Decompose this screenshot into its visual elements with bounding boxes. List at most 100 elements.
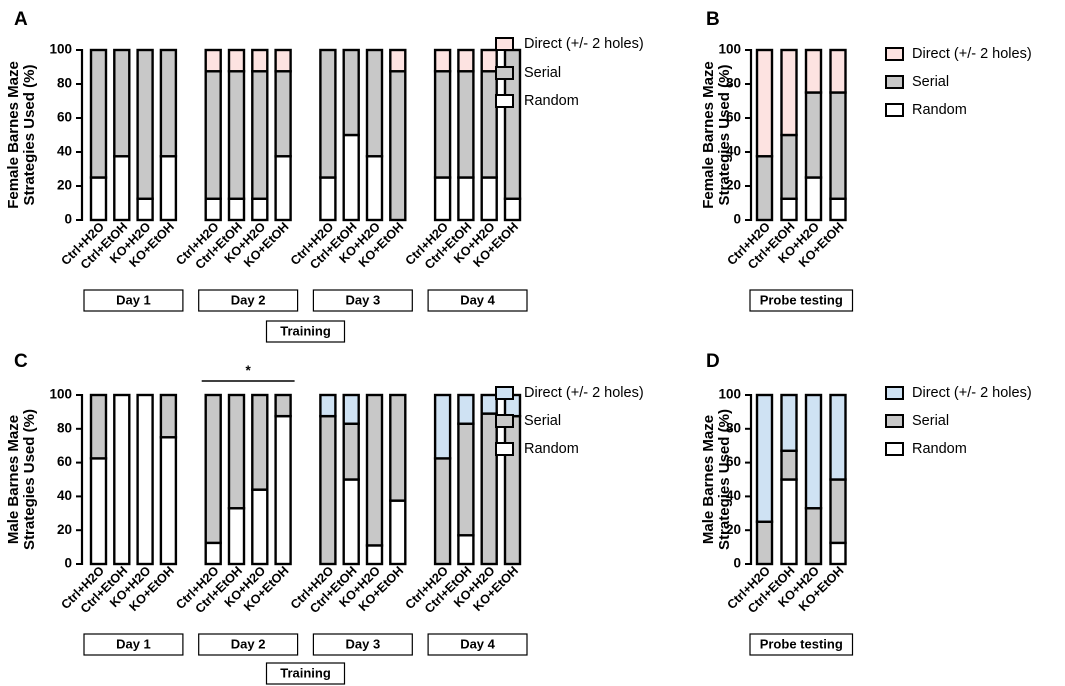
bar-segment-serial bbox=[319, 48, 337, 179]
y-tick-label: 20 bbox=[726, 178, 741, 193]
group-box bbox=[198, 289, 299, 312]
bar-segment-random bbox=[780, 478, 798, 566]
group-box bbox=[312, 289, 413, 312]
y-tick-label: 80 bbox=[726, 76, 741, 91]
bar-segment-random bbox=[342, 478, 360, 566]
y-tick-label: 60 bbox=[726, 454, 741, 469]
bar-segment-direct bbox=[804, 48, 823, 94]
bar-segment-random bbox=[365, 155, 384, 222]
bar-segment-direct bbox=[780, 48, 798, 137]
group-box bbox=[749, 633, 854, 656]
bar-segment-direct bbox=[480, 393, 498, 415]
bar-segment-serial bbox=[274, 393, 292, 418]
y-tick-label: 100 bbox=[718, 387, 741, 402]
legend-random-label: Random bbox=[912, 102, 967, 118]
y-tick-label: 80 bbox=[726, 420, 741, 435]
group-label: Day 1 bbox=[116, 636, 151, 651]
bar-segment-random bbox=[251, 488, 269, 566]
bar-segment-serial bbox=[136, 48, 154, 200]
bar-segment-serial bbox=[433, 70, 452, 179]
group-box bbox=[312, 633, 413, 656]
group-box bbox=[427, 633, 528, 656]
panel-letter: C bbox=[14, 351, 28, 372]
bar-segment-random bbox=[829, 541, 847, 566]
group-label: Day 3 bbox=[345, 292, 380, 307]
legend-direct-swatch bbox=[495, 37, 514, 51]
legend-direct-label: Direct (+/- 2 holes) bbox=[912, 46, 1032, 62]
legend-serial-label: Serial bbox=[912, 74, 949, 90]
bar-segment-serial bbox=[457, 70, 475, 179]
bar-segment-random bbox=[89, 176, 108, 222]
bar-segment-serial bbox=[159, 393, 178, 439]
bar-segment-serial bbox=[227, 393, 246, 510]
bar-segment-serial bbox=[251, 70, 269, 200]
bar-segment-random bbox=[342, 133, 360, 222]
panel-a: A Female Barnes Maze Strategies Used (%) 0 2… bbox=[5, 9, 644, 343]
bar-segment-serial bbox=[829, 478, 847, 545]
bar-segment-random bbox=[89, 457, 108, 566]
legend-random-swatch bbox=[885, 103, 904, 117]
y-tick-label: 20 bbox=[726, 522, 741, 537]
super-box bbox=[265, 662, 346, 685]
group-label: Day 2 bbox=[231, 292, 266, 307]
bar-segment-serial bbox=[204, 70, 222, 200]
legend-direct-label: Direct (+/- 2 holes) bbox=[912, 385, 1032, 401]
legend-direct-swatch bbox=[885, 386, 904, 400]
panel-b: B Female Barnes Maze Strategies Used (%)0 2… bbox=[700, 9, 1032, 312]
panel-c: C Male Barnes Maze Strategies Used (%) 0 20 4… bbox=[5, 351, 644, 685]
bar-segment-direct bbox=[319, 393, 337, 418]
group-label: Day 4 bbox=[460, 636, 495, 651]
bar-segment-serial bbox=[433, 457, 452, 566]
bar-segment-serial bbox=[159, 48, 178, 158]
panel-letter: D bbox=[706, 351, 720, 372]
panel-d: D Male Barnes Maze Strategies Used (%)0 20 4… bbox=[700, 351, 1032, 656]
y-tick-label: 60 bbox=[57, 454, 72, 469]
legend-serial-swatch bbox=[885, 414, 904, 428]
bar-segment-random bbox=[251, 197, 269, 222]
bar-segment-serial bbox=[89, 393, 108, 460]
y-tick-label: 40 bbox=[726, 488, 741, 503]
bar-segment-random bbox=[457, 176, 475, 222]
super-label: Training bbox=[280, 665, 331, 680]
panel-letter: B bbox=[706, 9, 720, 30]
bar-segment-serial bbox=[755, 155, 774, 222]
bar-segment-serial bbox=[113, 48, 131, 158]
significance-marker: * bbox=[246, 363, 252, 378]
bar-segment-direct bbox=[433, 48, 452, 73]
y-axis-label: Female Barnes Maze bbox=[700, 61, 717, 209]
bar-segment-random bbox=[274, 414, 292, 566]
legend-random-swatch bbox=[495, 442, 514, 456]
group-box bbox=[83, 633, 184, 656]
y-tick-label: 60 bbox=[57, 110, 72, 125]
legend-direct-swatch bbox=[885, 47, 904, 61]
y-tick-label: 40 bbox=[726, 144, 741, 159]
bar-segment-serial bbox=[480, 412, 498, 566]
y-tick-label: 60 bbox=[726, 110, 741, 125]
bar-segment-serial bbox=[365, 48, 384, 158]
y-axis-label: Strategies Used (%) bbox=[716, 65, 733, 206]
bar-segment-random bbox=[457, 534, 475, 566]
bar-segment-direct bbox=[342, 393, 360, 425]
bar-segment-serial bbox=[227, 70, 246, 200]
legend-random-swatch bbox=[495, 94, 514, 108]
y-tick-label: 100 bbox=[49, 387, 72, 402]
bar-segment-direct bbox=[251, 48, 269, 73]
group-label: Day 4 bbox=[460, 292, 495, 307]
legend-random-label: Random bbox=[524, 93, 579, 109]
y-tick-label: 100 bbox=[718, 42, 741, 57]
bar-segment-direct bbox=[755, 393, 774, 523]
bar-segment-random bbox=[136, 393, 154, 566]
bar-segment-direct bbox=[480, 48, 498, 73]
legend-serial-swatch bbox=[495, 414, 514, 428]
bar-segment-direct bbox=[389, 48, 407, 73]
legend-random-label: Random bbox=[912, 441, 967, 457]
y-axis-label: Female Barnes Maze bbox=[5, 61, 22, 209]
bar-segment-direct bbox=[204, 48, 222, 73]
bar-segment-direct bbox=[829, 393, 847, 481]
group-label: Day 3 bbox=[345, 636, 380, 651]
y-tick-label: 0 bbox=[64, 556, 72, 571]
y-axis-label: Strategies Used (%) bbox=[21, 409, 38, 550]
legend-direct-swatch bbox=[495, 386, 514, 400]
bar-segment-serial bbox=[342, 48, 360, 137]
